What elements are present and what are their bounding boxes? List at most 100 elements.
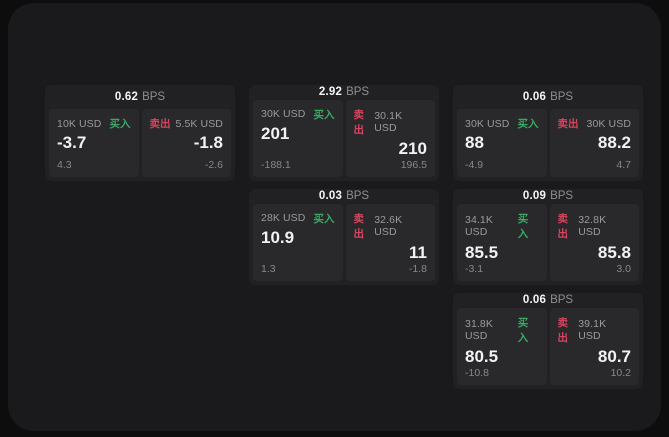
sell-delta: 4.7 [616,159,631,171]
buy-label: 买入 [517,316,529,344]
card-body: 28K USD 买入 10.9 1.3 卖出 32.6K USD 11 -1.8 [253,203,435,281]
sell-panel[interactable]: 卖出 30.1K USD 210 196.5 [345,99,435,177]
card-body: 10K USD 买入 -3.7 4.3 卖出 5.5K USD -1.8 -2.… [49,109,231,177]
bps-unit-label: BPS [550,91,574,103]
sell-delta: 196.5 [400,159,427,171]
sell-delta: -2.6 [204,159,223,171]
buy-header-row: 30K USD 买入 [261,107,335,122]
sell-delta: 3.0 [616,263,631,275]
sell-price: 210 [398,138,427,158]
card-header: 0.06 BPS [457,293,639,308]
sell-amount: 30.1K USD [374,109,403,134]
quote-card[interactable]: 0.06 BPS 31.8K USD 买入 80.5 -10.8 卖出 39.1… [453,293,643,389]
buy-label: 买入 [517,118,539,130]
bps-spread-value: 0.06 [522,294,547,307]
bps-unit-label: BPS [550,190,574,203]
sell-panel[interactable]: 卖出 32.6K USD 11 -1.8 [345,203,435,281]
bps-unit-label: BPS [346,190,370,203]
bps-unit-label: BPS [142,91,166,103]
quote-card[interactable]: 0.06 BPS 30K USD 买入 88 -4.9 卖出 30K USD 8… [453,85,643,181]
buy-amount: 34.1K USD [465,213,493,238]
buy-delta: 4.3 [57,159,72,171]
sell-amount: 30K USD [586,117,631,130]
card-body: 34.1K USD 买入 85.5 -3.1 卖出 32.8K USD 85.8… [457,203,639,281]
buy-delta: -188.1 [261,159,291,171]
sell-amount: 5.5K USD [175,117,223,130]
buy-price: -3.7 [57,133,87,152]
bps-spread-value: 0.62 [114,91,139,103]
card-header: 0.03 BPS [253,189,435,204]
buy-panel[interactable]: 30K USD 买入 201 -188.1 [253,99,343,177]
sell-label: 卖出 [557,118,579,130]
buy-header-row: 34.1K USD 买入 [465,211,539,241]
sell-amount: 32.6K USD [374,213,403,238]
sell-header-row: 卖出 5.5K USD [150,116,224,131]
sell-header-row: 卖出 32.8K USD [558,211,632,241]
sell-label: 卖出 [557,316,569,344]
sell-price: 85.8 [597,242,631,262]
sell-delta: -1.8 [408,263,427,275]
sell-delta: 10.2 [610,367,631,379]
sell-amount: 32.8K USD [578,213,607,238]
sell-price: 80.7 [597,346,631,366]
buy-header-row: 31.8K USD 买入 [465,315,539,345]
buy-price: 88 [465,133,484,152]
buy-price: 80.5 [465,346,499,366]
buy-delta: -10.8 [465,367,489,379]
sell-panel[interactable]: 卖出 30K USD 88.2 4.7 [549,109,639,177]
sell-panel[interactable]: 卖出 39.1K USD 80.7 10.2 [549,307,639,385]
bps-spread-value: 0.06 [522,91,547,103]
card-body: 30K USD 买入 201 -188.1 卖出 30.1K USD 210 1… [253,99,435,177]
buy-amount: 28K USD [261,212,306,225]
buy-label: 买入 [517,212,529,240]
buy-delta: -4.9 [465,159,484,171]
sell-header-row: 卖出 30.1K USD [354,107,428,137]
buy-delta: 1.3 [261,263,276,275]
quote-card[interactable]: 0.09 BPS 34.1K USD 买入 85.5 -3.1 卖出 32.8K… [453,189,643,285]
buy-amount: 31.8K USD [465,317,493,342]
buy-panel[interactable]: 30K USD 买入 88 -4.9 [457,109,547,177]
card-body: 31.8K USD 买入 80.5 -10.8 卖出 39.1K USD 80.… [457,307,639,385]
app-panel: 0.62 BPS 10K USD 买入 -3.7 4.3 卖出 5.5K USD… [8,3,661,431]
bps-spread-value: 0.03 [318,190,343,203]
buy-header-row: 28K USD 买入 [261,211,335,226]
sell-amount: 39.1K USD [578,317,607,342]
buy-amount: 30K USD [465,117,510,130]
buy-label: 买入 [313,108,335,121]
buy-header-row: 30K USD 买入 [465,116,539,131]
card-header: 0.09 BPS [457,189,639,204]
sell-header-row: 卖出 30K USD [558,116,632,131]
bps-spread-value: 0.09 [522,190,547,203]
bps-unit-label: BPS [550,294,574,307]
card-body: 30K USD 买入 88 -4.9 卖出 30K USD 88.2 4.7 [457,109,639,177]
buy-price: 201 [261,123,290,143]
quote-card[interactable]: 2.92 BPS 30K USD 买入 201 -188.1 卖出 30.1K … [249,85,439,181]
buy-header-row: 10K USD 买入 [57,116,131,131]
buy-panel[interactable]: 31.8K USD 买入 80.5 -10.8 [457,307,547,385]
buy-delta: -3.1 [465,263,484,275]
sell-panel[interactable]: 卖出 5.5K USD -1.8 -2.6 [141,109,231,177]
card-header: 2.92 BPS [253,85,435,100]
sell-label: 卖出 [353,108,365,136]
sell-panel[interactable]: 卖出 32.8K USD 85.8 3.0 [549,203,639,281]
buy-amount: 10K USD [57,117,102,130]
buy-amount: 30K USD [261,108,306,121]
buy-label: 买入 [313,212,335,225]
buy-price: 10.9 [261,227,295,247]
sell-header-row: 卖出 39.1K USD [558,315,632,345]
quote-card[interactable]: 0.03 BPS 28K USD 买入 10.9 1.3 卖出 32.6K US… [249,189,439,285]
sell-price: -1.8 [193,133,223,152]
sell-header-row: 卖出 32.6K USD [354,211,428,241]
quote-cards-grid: 0.62 BPS 10K USD 买入 -3.7 4.3 卖出 5.5K USD… [45,85,643,389]
bps-unit-label: BPS [346,86,370,99]
buy-panel[interactable]: 10K USD 买入 -3.7 4.3 [49,109,139,177]
bps-spread-value: 2.92 [318,86,343,99]
card-header: 0.06 BPS [457,85,639,109]
sell-price: 11 [409,242,427,262]
buy-label: 买入 [109,118,131,130]
sell-price: 88.2 [597,133,631,152]
quote-card[interactable]: 0.62 BPS 10K USD 买入 -3.7 4.3 卖出 5.5K USD… [45,85,235,181]
buy-panel[interactable]: 34.1K USD 买入 85.5 -3.1 [457,203,547,281]
sell-label: 卖出 [353,212,365,240]
buy-panel[interactable]: 28K USD 买入 10.9 1.3 [253,203,343,281]
